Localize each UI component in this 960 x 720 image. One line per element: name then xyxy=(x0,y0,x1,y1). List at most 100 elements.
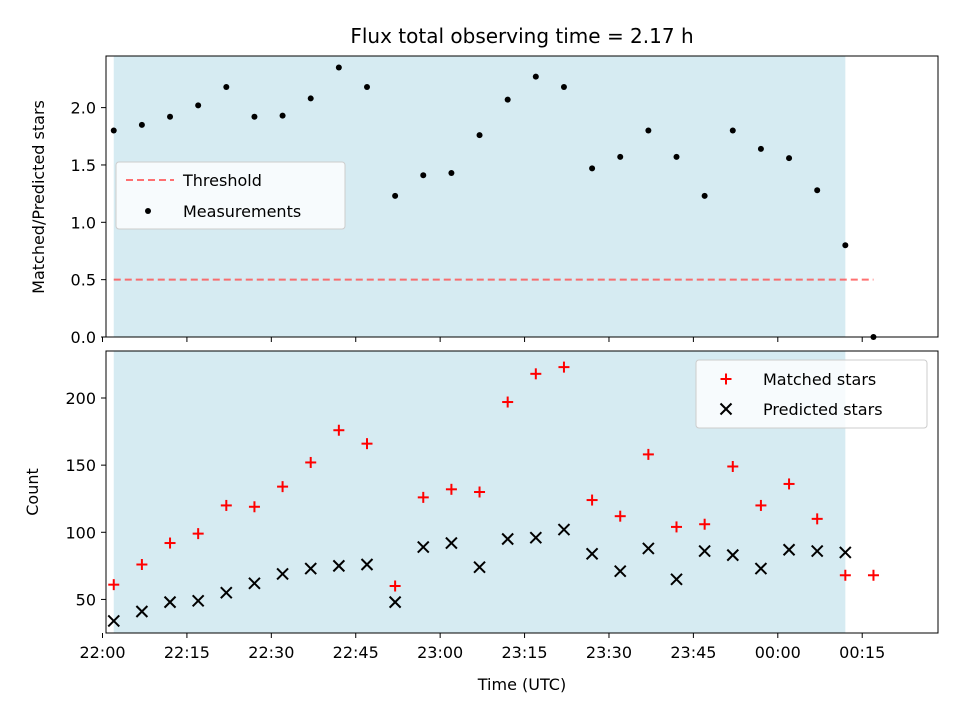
predicted-star-point xyxy=(163,595,177,609)
matched-star-point xyxy=(474,486,486,498)
predicted-star-point xyxy=(135,605,149,618)
x-tick-label: 22:30 xyxy=(248,643,294,662)
matched-star-point xyxy=(220,499,232,511)
predicted-star-point xyxy=(304,562,317,575)
matched-star-point xyxy=(417,491,429,503)
x-tick-label: 22:00 xyxy=(79,643,125,662)
x-tick-label: 00:00 xyxy=(755,643,801,662)
predicted-star-point xyxy=(473,560,486,574)
matched-star-point xyxy=(277,481,289,493)
bottom-points-layer xyxy=(107,361,879,628)
legend-matched-label: Matched stars xyxy=(763,370,876,389)
measurement-point xyxy=(335,64,342,71)
matched-star-point xyxy=(305,456,317,468)
legend-matched-swatch xyxy=(720,373,732,385)
legend-predicted-swatch xyxy=(719,402,733,416)
bottom-legend-box xyxy=(695,359,928,429)
measurement-point xyxy=(448,169,455,176)
x-tick-label: 22:15 xyxy=(164,643,210,662)
predicted-star-point xyxy=(642,542,655,555)
measurement-point xyxy=(110,127,117,134)
matched-star-point xyxy=(164,537,176,549)
matched-star-point xyxy=(867,569,879,581)
predicted-star-point xyxy=(445,536,458,550)
measurement-point xyxy=(476,132,483,139)
bottom-y-axis-label: Count xyxy=(23,468,42,516)
matched-star-point xyxy=(586,494,598,506)
matched-star-point xyxy=(108,579,120,591)
top-points-layer xyxy=(110,64,877,340)
matched-star-point xyxy=(839,569,851,581)
legend-measurements-swatch xyxy=(145,208,151,214)
matched-star-point xyxy=(699,518,711,530)
predicted-star-point xyxy=(360,558,374,571)
predicted-star-point xyxy=(220,586,233,599)
predicted-star-point xyxy=(529,531,543,544)
predicted-star-point xyxy=(276,567,289,581)
measurement-point xyxy=(673,153,680,160)
x-tick-label: 23:15 xyxy=(502,643,548,662)
measurement-point xyxy=(786,155,793,162)
predicted-star-point xyxy=(782,543,796,556)
measurement-point xyxy=(842,242,849,249)
x-axis-label: Time (UTC) xyxy=(477,675,566,694)
predicted-star-point xyxy=(388,595,402,609)
matched-star-point xyxy=(783,478,795,490)
matched-star-point xyxy=(755,499,767,511)
top-y-tick-label: 2.0 xyxy=(71,99,96,118)
predicted-star-point xyxy=(585,547,599,560)
measurement-point xyxy=(223,83,230,90)
predicted-star-point xyxy=(191,594,205,607)
top-y-axis-label: Matched/Predicted stars xyxy=(29,100,48,294)
bottom-y-tick-label: 200 xyxy=(65,389,96,408)
bottom-legend: Matched stars Predicted stars xyxy=(695,359,928,429)
top-legend: Threshold Measurements xyxy=(115,161,346,230)
matched-star-point xyxy=(530,368,542,380)
measurement-point xyxy=(757,145,764,152)
measurement-point xyxy=(363,83,370,90)
top-y-axis: 0.0 0.5 1.0 1.5 2.0 xyxy=(71,99,106,347)
measurement-point xyxy=(560,83,567,90)
x-tick-label: 23:00 xyxy=(417,643,463,662)
legend-matched-marker xyxy=(720,373,732,385)
measurement-point xyxy=(589,165,596,172)
bottom-y-tick-label: 150 xyxy=(65,456,96,475)
measurement-point xyxy=(167,113,174,120)
bottom-x-axis: 22:00 22:15 22:30 22:45 23:00 23:15 23:30 23:45… xyxy=(79,633,885,662)
bottom-axes-frame xyxy=(105,350,939,634)
top-y-tick-label: 0.0 xyxy=(71,328,96,347)
measurement-point xyxy=(701,192,708,199)
matched-star-point xyxy=(248,501,260,513)
top-x-ticks xyxy=(102,337,863,342)
predicted-star-point xyxy=(698,544,711,558)
top-legend-box xyxy=(115,161,346,230)
legend-predicted-label: Predicted stars xyxy=(763,400,883,419)
top-panel: 0.00.51.01.52.0 Matched/Predicted stars … xyxy=(29,55,939,347)
matched-star-point xyxy=(333,424,345,436)
bottom-y-tick-label: 50 xyxy=(76,590,96,609)
predicted-star-point xyxy=(248,577,261,590)
matched-star-point xyxy=(502,396,514,408)
measurement-point xyxy=(729,127,736,134)
measurement-point xyxy=(195,102,202,109)
top-y-tick-label: 1.0 xyxy=(71,213,96,232)
x-tick-label: 22:45 xyxy=(333,643,379,662)
top-y-tick-label: 1.5 xyxy=(71,156,96,175)
measurement-point xyxy=(307,95,314,102)
bottom-y-tick-label: 100 xyxy=(65,523,96,542)
predicted-star-point xyxy=(107,614,120,628)
measurement-point xyxy=(138,121,145,128)
predicted-star-point xyxy=(332,559,346,573)
predicted-star-point xyxy=(417,540,430,554)
matched-star-point xyxy=(558,361,570,373)
top-y-tick-label: 0.5 xyxy=(71,271,96,290)
legend-predicted-marker xyxy=(719,402,733,416)
matched-star-point xyxy=(671,521,683,533)
bottom-y-axis: 50 100 150 200 xyxy=(65,389,106,609)
measurement-point xyxy=(645,127,652,134)
measurement-point xyxy=(251,113,258,120)
top-axes-frame xyxy=(105,55,939,338)
legend-threshold-label: Threshold xyxy=(182,171,262,190)
matched-star-point xyxy=(361,438,373,450)
